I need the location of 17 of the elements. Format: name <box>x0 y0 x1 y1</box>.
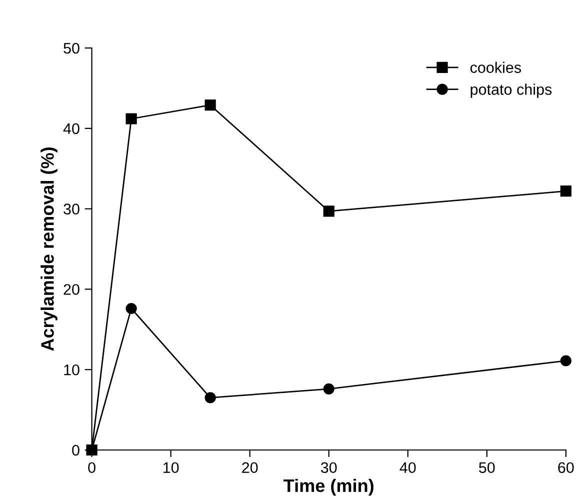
y-tick-label: 30 <box>64 204 80 214</box>
y-tick-label: 20 <box>64 284 80 295</box>
x-tick-label: 50 <box>478 462 495 474</box>
y-axis-title: Acrylamide removal (%) <box>40 148 58 351</box>
y-tick-label: 40 <box>63 123 80 134</box>
x-axis-title: Time (min) <box>284 478 374 496</box>
x-tick-label: 40 <box>400 462 416 474</box>
legend-label: cookies <box>470 62 522 73</box>
x-tick-label: 20 <box>242 462 258 474</box>
y-tick-label: 0 <box>72 444 80 456</box>
x-tick-label: 30 <box>320 462 337 474</box>
x-tick-label: 0 <box>88 462 96 474</box>
x-tick-label: 60 <box>558 462 574 474</box>
x-tick-label: 10 <box>163 462 179 474</box>
y-tick-label: 10 <box>64 364 80 376</box>
y-tick-label: 50 <box>64 42 80 54</box>
legend-label: potato chips <box>470 84 552 98</box>
